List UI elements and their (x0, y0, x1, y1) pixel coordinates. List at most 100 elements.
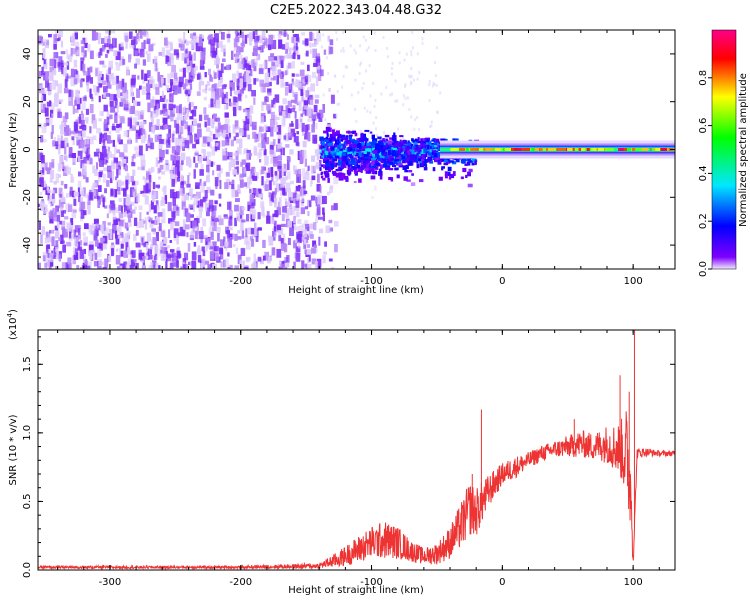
spectrogram-noise-cell (305, 79, 308, 85)
spectrogram-noise-cell (270, 118, 275, 129)
spectrogram-noise-cell (296, 173, 302, 183)
spectrogram-noise-cell (82, 232, 86, 237)
spectrogram-noise-cell (304, 220, 309, 226)
spectrogram-noise-cell (52, 79, 56, 90)
spectrogram-noise-cell (55, 231, 60, 239)
spectrogram-noise-cell (304, 172, 310, 181)
spectrogram-noise-cell (194, 152, 199, 156)
spectrogram-noise-cell (192, 32, 197, 39)
spectrogram-noise-cell (219, 167, 223, 174)
spectrogram-noise-cell (252, 31, 255, 40)
spectrogram-noise-cell (410, 49, 413, 53)
spectrogram-noise-cell (201, 246, 205, 252)
spectrogram-noise-cell (264, 251, 269, 261)
spectrogram-noise-cell (176, 146, 181, 152)
spectrogram-noise-cell (46, 253, 52, 258)
spectrogram-noise-cell (51, 113, 54, 117)
spectrogram-transition-cell (348, 153, 352, 157)
spectrogram-noise-cell (211, 146, 216, 156)
spectrogram-carrier-cell (553, 148, 559, 151)
spectrogram-noise-cell (405, 52, 408, 56)
spectrogram-noise-cell (180, 266, 184, 269)
spectrogram-transition-cell (323, 164, 326, 169)
spectrogram-noise-cell (107, 170, 112, 179)
spectrogram-noise-cell (292, 81, 296, 86)
spectrogram-noise-cell (135, 151, 139, 157)
spectrogram-noise-cell (83, 71, 88, 76)
spectrogram-noise-cell (92, 135, 97, 141)
spectrogram-transition-cell (323, 148, 327, 153)
spectrogram-noise-cell (325, 225, 331, 233)
colorbar-gradient (711, 29, 737, 270)
spectrogram-noise-cell (295, 211, 300, 218)
spectrogram-noise-cell (260, 113, 266, 118)
spectrogram-noise-cell (110, 188, 114, 196)
spectrogram-noise-cell (201, 258, 206, 267)
spectrogram-noise-cell (161, 246, 166, 254)
spectrogram-noise-cell (147, 134, 151, 141)
spectrogram-noise-cell (285, 42, 289, 50)
spectrogram-transition-cell (467, 183, 473, 188)
spectrogram-noise-cell (309, 234, 314, 239)
spectrogram-transition-cell (345, 161, 348, 166)
spectrogram-noise-cell (141, 237, 144, 246)
spectrogram-noise-cell (212, 113, 217, 122)
spectrogram-transition-cell (353, 181, 357, 184)
spectrogram-transition-cell (379, 142, 384, 147)
colorbar-tick-label: 0.8 (698, 70, 709, 86)
spectrogram-transition-cell (374, 166, 379, 170)
spectrogram-noise-cell (71, 208, 77, 219)
spectrogram-noise-cell (212, 170, 215, 176)
spectrogram-noise-cell (63, 229, 68, 238)
spectrogram-noise-cell (73, 78, 78, 85)
spectrogram-noise-cell (116, 248, 119, 252)
spectrogram-noise-cell (55, 173, 60, 183)
spectrogram-noise-cell (297, 100, 303, 104)
spectrogram-transition-cell (332, 132, 336, 138)
spectrogram-transition-cell (418, 153, 421, 156)
spectrogram-transition-cell (402, 165, 407, 170)
spectrogram-transition-cell (403, 151, 406, 155)
spectrogram-transition-cell (337, 139, 341, 144)
spectrogram-noise-cell (280, 177, 285, 188)
spectrogram-noise-cell (262, 255, 266, 261)
spectrogram-noise-cell (86, 82, 89, 93)
spectrogram-noise-cell (97, 75, 101, 86)
spectrogram-noise-cell (61, 121, 66, 127)
spectrogram-noise-cell (100, 237, 104, 244)
spectrogram-noise-cell (280, 187, 283, 197)
spectrogram-noise-cell (303, 190, 308, 194)
spectrogram-transition-cell (323, 130, 328, 134)
spectrogram-noise-cell (121, 78, 125, 88)
spectrogram-transition-cell (353, 148, 356, 153)
spectrogram-transition-cell (346, 161, 350, 166)
spectrogram-noise-cell (245, 121, 250, 131)
spectrogram-noise-cell (57, 135, 60, 142)
spectrogram-noise-cell (114, 145, 117, 154)
spectrogram-carrier-cell (631, 148, 636, 151)
spectrogram-noise-cell (109, 177, 113, 184)
spectrogram-noise-cell (231, 50, 234, 60)
y-tick-label: 1.0 (22, 425, 33, 441)
spectrogram-noise-cell (60, 135, 63, 141)
spectrogram-noise-cell (205, 84, 208, 90)
spectrogram-noise-cell (253, 78, 257, 85)
spectrogram-transition-cell (341, 153, 346, 156)
spectrogram-noise-cell (167, 41, 173, 45)
spectrogram-noise-cell (232, 244, 236, 248)
spectrogram-noise-cell (145, 143, 148, 151)
spectrogram-noise-cell (181, 143, 185, 150)
spectrogram-noise-cell (306, 106, 312, 117)
spectrogram-noise-cell (116, 161, 121, 168)
spectrogram-noise-cell (239, 175, 244, 181)
spectrogram-noise-cell (78, 225, 82, 229)
spectrogram-noise-cell (226, 33, 231, 39)
spectrogram-noise-cell (46, 258, 50, 267)
spectrogram-noise-cell (334, 244, 338, 253)
spectrogram-transition-cell (441, 167, 444, 171)
spectrogram-noise-cell (176, 52, 180, 58)
snr-plot-area (38, 330, 675, 570)
spectrogram-noise-cell (202, 250, 206, 257)
spectrogram-noise-cell (137, 110, 141, 120)
spectrogram-noise-cell (68, 229, 72, 239)
